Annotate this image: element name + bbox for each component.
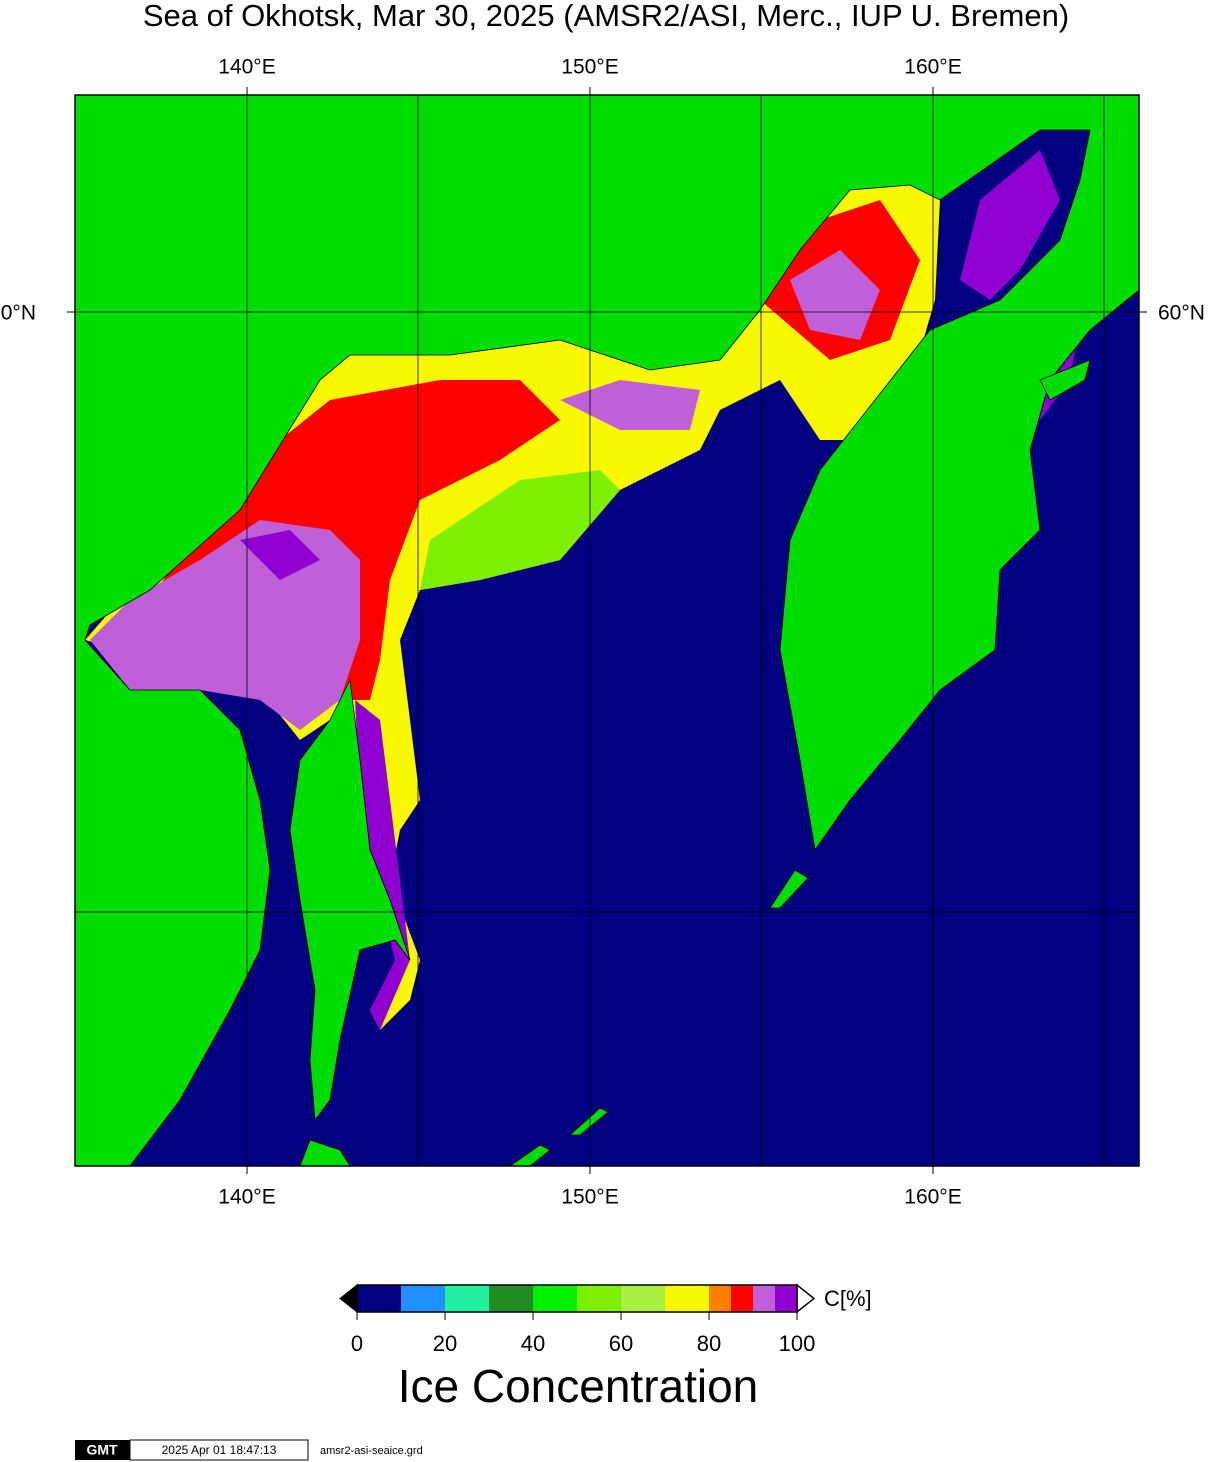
colorbar-segment <box>731 1285 753 1312</box>
frame <box>74 94 1140 1167</box>
colorbar-segment <box>621 1285 665 1312</box>
lon-label: 160°E <box>904 56 961 79</box>
lon-label: 150°E <box>561 1186 618 1209</box>
timestamp-box <box>129 1439 309 1461</box>
ice-area <box>355 700 410 1030</box>
ice-area <box>240 530 320 580</box>
ice-area <box>85 185 940 1030</box>
lon-label: 140°E <box>218 1186 275 1209</box>
colorbar-outline <box>356 1284 798 1313</box>
ice-area <box>790 250 880 340</box>
colorbar-segment <box>533 1285 577 1312</box>
lon-label: 140°E <box>218 56 275 79</box>
land <box>74 94 1140 1167</box>
colorbar-tick-label: 60 <box>609 1331 633 1356</box>
title: Sea of Okhotsk, Mar 30, 2025 (AMSR2/ASI,… <box>143 0 1069 33</box>
ice-area <box>560 380 700 430</box>
file-name: amsr2-asi-seaice.grd <box>320 1445 423 1457</box>
colorbar-title: Ice Concentration <box>398 1360 759 1412</box>
colorbar-segment <box>445 1285 489 1312</box>
colorbar-tick-label: 20 <box>433 1331 457 1356</box>
map-frame <box>67 87 1147 1174</box>
colorbar-segment <box>665 1285 709 1312</box>
timestamp: 2025 Apr 01 18:47:13 <box>162 1443 277 1457</box>
colorbar-tick-label: 100 <box>779 1331 816 1356</box>
island <box>1039 359 1091 401</box>
colorbar-tick-label: 40 <box>521 1331 545 1356</box>
ice-area <box>960 150 1060 300</box>
lon-label: 160°E <box>904 1186 961 1209</box>
sakhalin <box>289 678 411 1122</box>
colorbar-segment <box>401 1285 445 1312</box>
lat-label: 60°N <box>1158 302 1205 325</box>
colorbar-segment <box>489 1285 533 1312</box>
logo: GMT <box>86 1442 118 1458</box>
colorbar: 0 20 40 60 80 100 <box>339 1283 816 1356</box>
colorbar-segment <box>577 1285 621 1312</box>
logo-box <box>75 1440 130 1460</box>
ice-area <box>420 470 620 590</box>
colorbar-tick-label: 80 <box>697 1331 721 1356</box>
colorbar-under <box>339 1283 358 1314</box>
colorbar-unit: C[%] <box>824 1286 872 1311</box>
lat-label: 60°N <box>0 302 36 325</box>
footer: GMT 2025 Apr 01 18:47:13 amsr2-asi-seaic… <box>75 1439 423 1461</box>
lon-label: 150°E <box>561 56 618 79</box>
colorbar-segment <box>709 1285 731 1312</box>
colorbar-over <box>796 1283 816 1314</box>
colorbar-tick-label: 0 <box>351 1331 363 1356</box>
colorbar-segment <box>753 1285 775 1312</box>
colorbar-segment <box>357 1285 401 1312</box>
colorbar-segment <box>775 1285 797 1312</box>
kuril-island <box>769 869 809 909</box>
